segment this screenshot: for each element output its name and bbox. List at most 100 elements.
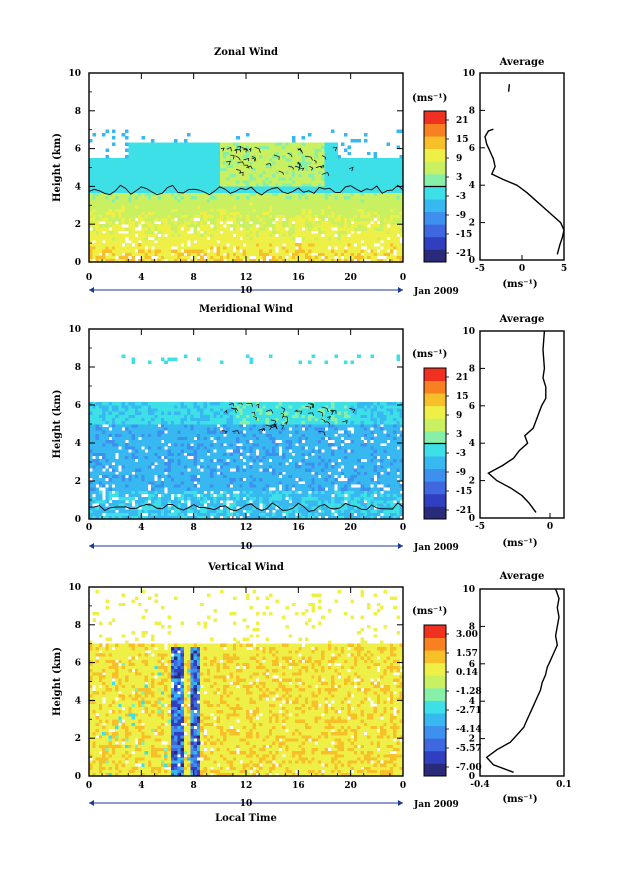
heatmap-cell bbox=[285, 230, 289, 234]
heatmap-cell bbox=[291, 252, 296, 256]
heatmap-cell bbox=[111, 227, 116, 231]
heatmap-cell bbox=[210, 183, 214, 187]
heatmap-cell bbox=[160, 142, 165, 146]
heatmap-cell bbox=[213, 433, 217, 437]
heatmap-cell bbox=[301, 255, 306, 260]
heatmap-cell bbox=[174, 493, 178, 498]
heatmap-cell bbox=[232, 199, 237, 203]
heatmap-cell bbox=[164, 154, 168, 159]
heatmap-cell bbox=[144, 458, 149, 463]
heatmap-cell bbox=[337, 236, 342, 241]
heatmap-cell bbox=[308, 217, 312, 222]
heatmap-cell bbox=[265, 170, 270, 175]
heatmap-cell bbox=[131, 411, 136, 415]
heatmap-cell bbox=[138, 161, 142, 165]
heatmap-cell bbox=[213, 164, 217, 168]
heatmap-cell bbox=[275, 167, 280, 171]
heatmap-cell bbox=[98, 202, 103, 206]
heatmap-cell bbox=[196, 357, 201, 361]
heatmap-cell bbox=[344, 195, 348, 200]
heatmap-cell bbox=[174, 449, 178, 453]
heatmap-cell bbox=[108, 452, 113, 456]
heatmap-cell bbox=[295, 233, 299, 238]
heatmap-cell bbox=[121, 180, 126, 184]
heatmap-cell bbox=[206, 465, 211, 469]
panel-title: Zonal Wind bbox=[214, 47, 278, 58]
heatmap-cell bbox=[311, 224, 315, 228]
heatmap-cell bbox=[180, 515, 185, 520]
heatmap-cell bbox=[393, 211, 397, 216]
heatmap-cell bbox=[160, 180, 165, 184]
heatmap-cell bbox=[265, 151, 270, 156]
heatmap-cell bbox=[151, 211, 155, 216]
heatmap-cell bbox=[121, 258, 126, 263]
heatmap-cell bbox=[138, 452, 142, 456]
heatmap-cell bbox=[180, 199, 185, 203]
heatmap-cell bbox=[223, 436, 227, 441]
heatmap-cell bbox=[252, 151, 257, 156]
heatmap-cell bbox=[144, 506, 149, 510]
heatmap-cell bbox=[223, 427, 227, 431]
heatmap-cell bbox=[98, 164, 103, 168]
heatmap-cell bbox=[187, 154, 191, 159]
heatmap-cell bbox=[272, 148, 276, 153]
heatmap-cell bbox=[200, 145, 204, 149]
heatmap-cell bbox=[252, 192, 257, 197]
heatmap-cell bbox=[236, 243, 240, 247]
heatmap-cell bbox=[291, 186, 296, 190]
heatmap-cell bbox=[278, 246, 283, 250]
heatmap-cell bbox=[324, 183, 329, 187]
heatmap-cell bbox=[193, 496, 198, 501]
heatmap-cell bbox=[308, 195, 312, 200]
heatmap-cell bbox=[210, 487, 214, 491]
heatmap-cell bbox=[301, 252, 306, 256]
heatmap-cell bbox=[193, 484, 198, 488]
heatmap-cell bbox=[187, 493, 191, 498]
heatmap-cell bbox=[275, 186, 280, 190]
heatmap-cell bbox=[95, 420, 100, 425]
heatmap-cell bbox=[118, 503, 123, 507]
contour-line bbox=[305, 155, 313, 161]
heatmap-cell bbox=[360, 205, 365, 209]
heatmap-cell bbox=[115, 515, 119, 520]
heatmap-cell bbox=[298, 161, 302, 165]
heatmap-cell bbox=[301, 186, 306, 190]
heatmap-cell bbox=[396, 202, 401, 206]
heatmap-cell bbox=[151, 258, 155, 263]
heatmap-cell bbox=[298, 186, 302, 190]
heatmap-cell bbox=[350, 173, 355, 178]
heatmap-cell bbox=[380, 170, 384, 175]
heatmap-cell bbox=[249, 230, 253, 234]
heatmap-cell bbox=[321, 183, 325, 187]
heatmap-cell bbox=[105, 158, 109, 162]
heatmap-cell bbox=[190, 471, 194, 475]
heatmap-cell bbox=[128, 189, 132, 193]
heatmap-cell bbox=[206, 414, 211, 418]
heatmap-cell bbox=[144, 180, 149, 184]
heatmap-cell bbox=[89, 208, 93, 212]
heatmap-cell bbox=[285, 236, 289, 241]
heatmap-cell bbox=[95, 246, 100, 250]
heatmap-cell bbox=[278, 208, 283, 212]
average-y-tick-label: 6 bbox=[469, 144, 475, 154]
heatmap-cell bbox=[183, 255, 188, 260]
heatmap-cell bbox=[141, 227, 145, 231]
heatmap-cell bbox=[121, 132, 126, 137]
heatmap-cell bbox=[164, 224, 168, 228]
heatmap-cell bbox=[213, 468, 217, 472]
heatmap-cell bbox=[216, 183, 221, 187]
heatmap-cell bbox=[177, 506, 181, 510]
heatmap-cell bbox=[327, 208, 332, 212]
heatmap-cell bbox=[141, 199, 145, 203]
heatmap-cell bbox=[167, 176, 172, 181]
heatmap-cell bbox=[321, 208, 325, 212]
heatmap-cell bbox=[154, 249, 158, 253]
heatmap-cell bbox=[353, 164, 358, 168]
heatmap-cell bbox=[187, 132, 191, 137]
heatmap-cell bbox=[92, 243, 96, 247]
heatmap-cell bbox=[111, 236, 116, 241]
heatmap-cell bbox=[278, 170, 283, 175]
heatmap-cell bbox=[105, 246, 109, 250]
heatmap-cell bbox=[134, 477, 139, 482]
heatmap-cell bbox=[324, 170, 329, 175]
